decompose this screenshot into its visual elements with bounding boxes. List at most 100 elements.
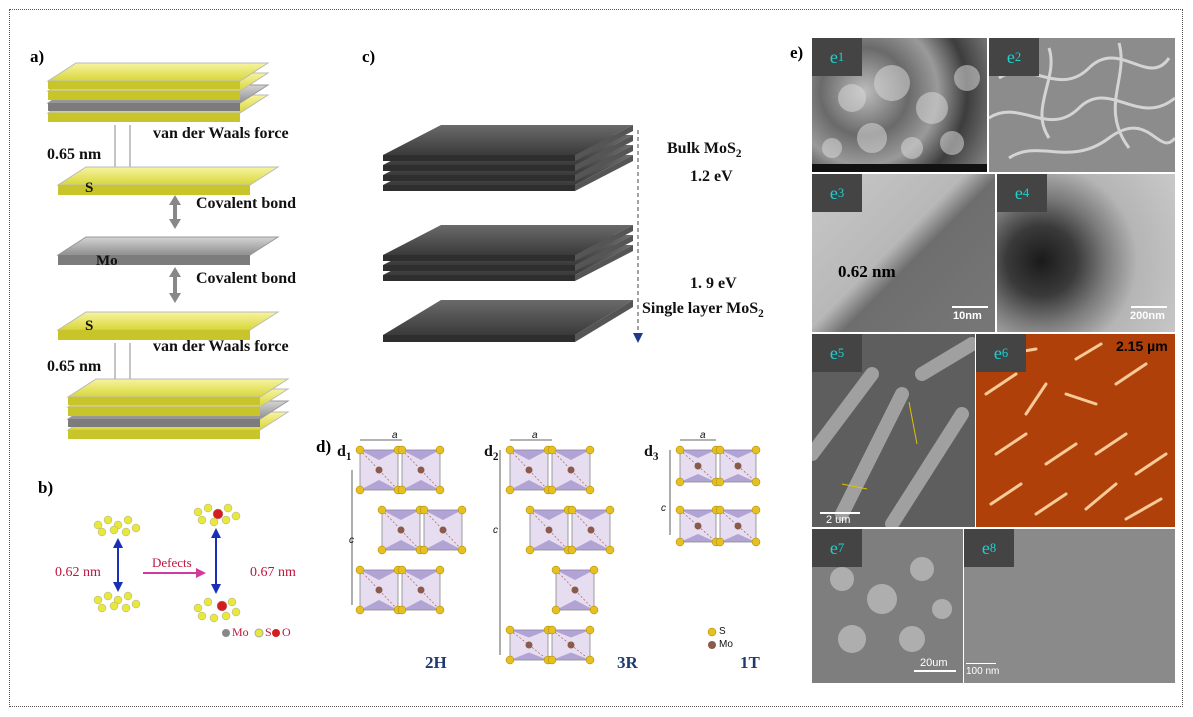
- bottom-stack: [66, 378, 290, 439]
- s-atom: [675, 477, 685, 487]
- s-atom: [397, 485, 407, 495]
- sulfur-prism-bottom: [530, 540, 568, 550]
- scalebar-e7: [914, 670, 956, 672]
- scalebar-e3: [952, 306, 988, 308]
- axis-a-label-1: a: [392, 430, 398, 441]
- distance-label-right: 0.67 nm: [250, 565, 296, 580]
- s-atom: [397, 565, 407, 575]
- mo-layer: [56, 236, 280, 265]
- panel-b-label: b): [38, 478, 54, 497]
- s-atom: [377, 545, 387, 555]
- legend-s-dot: [254, 628, 264, 638]
- mo-atom: [567, 466, 575, 474]
- sulfur-prism-top: [510, 450, 548, 460]
- sulfur-prism-bottom: [572, 540, 610, 550]
- legend-o-dot: [272, 629, 280, 637]
- left-upper-cluster: [93, 515, 141, 537]
- axis-c-label-3: c: [661, 503, 666, 514]
- phase-1t-label: 1T: [740, 653, 760, 672]
- s-atom: [505, 485, 515, 495]
- mo-atom: [694, 522, 702, 530]
- top-stack: [46, 62, 270, 122]
- sulfur-prism-top: [402, 570, 440, 580]
- single-layer: [383, 300, 633, 342]
- s-atom: [377, 505, 387, 515]
- sem-texture-e7: [830, 557, 952, 653]
- mo-atom: [545, 526, 553, 534]
- scale-label-e8: 100 nm: [966, 666, 1000, 677]
- distance-label-top: 0.65 nm: [47, 146, 102, 163]
- right-upper-cluster: [193, 503, 241, 527]
- scalebar-e8: [966, 663, 996, 664]
- cell-diagonal: [401, 569, 441, 611]
- sulfur-prism-top: [680, 450, 716, 458]
- s-atom: [675, 505, 685, 515]
- right-lower-cluster: [193, 597, 241, 623]
- sulfur-prism-top: [680, 510, 716, 518]
- scalebar-e5: [820, 512, 860, 514]
- d3-label: d3: [644, 443, 659, 464]
- sulfur-prism-top: [572, 510, 610, 520]
- sulfur-prism-bottom: [360, 600, 398, 610]
- mo-atom: [694, 462, 702, 470]
- axis-c-label-2: c: [493, 525, 498, 536]
- s-atom: [435, 485, 445, 495]
- cell-diagonal: [423, 509, 463, 551]
- sulfur-prism-top: [402, 450, 440, 460]
- sem-texture-e1: [812, 65, 987, 172]
- s-atom: [751, 537, 761, 547]
- defects-label: Defects: [152, 555, 192, 570]
- covalent-label-2: Covalent bond: [196, 270, 297, 287]
- phase-3r-label: 3R: [617, 653, 638, 672]
- height-scale-label: 2.15 µm: [1116, 338, 1168, 354]
- mo-atom: [417, 466, 425, 474]
- mo-atom: [439, 526, 447, 534]
- s-atom: [457, 505, 467, 515]
- sulfur-prism-top: [556, 570, 594, 580]
- sulfur-prism-bottom: [680, 474, 716, 482]
- s-atom: [505, 445, 515, 455]
- single-layer-label: Single layer MoS2: [642, 300, 764, 321]
- s-atom: [751, 477, 761, 487]
- sulfur-prism-bottom: [720, 474, 756, 482]
- legend-mo-dot-d: [708, 641, 716, 649]
- s-atom: [585, 445, 595, 455]
- phase-2h-label: 2H: [425, 653, 447, 672]
- cell-diagonal: [551, 449, 591, 491]
- s-atom: [605, 545, 615, 555]
- s-atom: [355, 565, 365, 575]
- distance-label-left: 0.62 nm: [55, 565, 101, 580]
- cell-diagonal: [381, 509, 421, 551]
- panel-c-label: c): [362, 47, 376, 66]
- bulk-gap-label: 1.2 eV: [690, 168, 733, 185]
- mo-atom: [375, 466, 383, 474]
- sem-texture-e5: [812, 337, 975, 527]
- crystal-structures: [351, 439, 761, 665]
- legend-s-label: S: [265, 625, 272, 639]
- afm-texture-e6: [984, 342, 1168, 521]
- sulfur-prism-bottom: [360, 480, 398, 490]
- sulfur-prism-top: [424, 510, 462, 520]
- gap-arrow: [633, 130, 643, 343]
- mo-atom: [525, 641, 533, 649]
- legend-s-label-d: S: [719, 626, 726, 637]
- sulfur-prism-bottom: [680, 534, 716, 542]
- single-gap-label: 1. 9 eV: [690, 275, 737, 292]
- panel-e-label: e): [790, 43, 804, 62]
- s-atom: [567, 545, 577, 555]
- layer-stack-diagram: [46, 62, 290, 439]
- sulfur-prism-top: [720, 450, 756, 458]
- covalent-arrow-1: [169, 195, 181, 229]
- s-atom: [419, 505, 429, 515]
- cell-diagonal: [359, 569, 399, 611]
- axis-a-label-2: a: [532, 430, 538, 441]
- cell-diagonal: [555, 569, 595, 611]
- scalebar-e4: [1131, 306, 1167, 308]
- few-layer-stack: [383, 225, 633, 281]
- s-atom: [355, 485, 365, 495]
